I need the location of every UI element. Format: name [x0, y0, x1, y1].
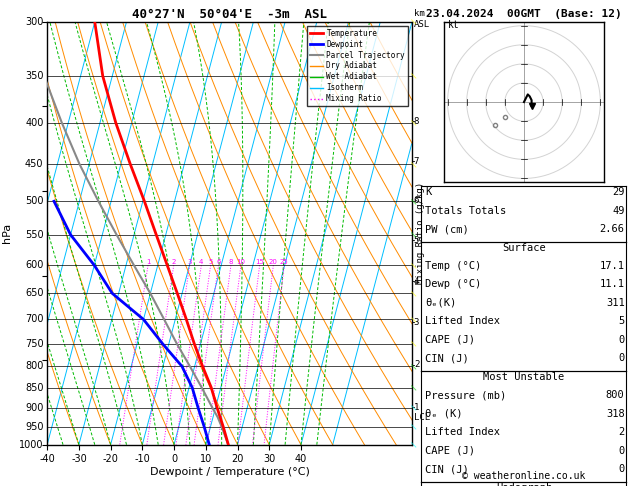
Text: |: | — [410, 198, 416, 205]
Text: 950: 950 — [25, 422, 43, 432]
Text: |: | — [410, 120, 416, 126]
Text: |: | — [410, 161, 416, 168]
Text: 0: 0 — [618, 335, 625, 345]
Text: 550: 550 — [25, 230, 43, 240]
Text: |: | — [410, 290, 416, 297]
Text: Lifted Index: Lifted Index — [425, 427, 500, 437]
Text: |: | — [410, 404, 416, 411]
Text: Mixing Ratio (g/kg): Mixing Ratio (g/kg) — [416, 182, 425, 284]
Text: 10: 10 — [237, 260, 245, 265]
Text: 4: 4 — [199, 260, 204, 265]
Text: 11.1: 11.1 — [599, 279, 625, 290]
Text: 850: 850 — [25, 382, 43, 393]
Text: 0: 0 — [618, 446, 625, 456]
Text: 1000: 1000 — [19, 440, 43, 450]
Text: © weatheronline.co.uk: © weatheronline.co.uk — [462, 471, 586, 481]
Text: 2: 2 — [618, 427, 625, 437]
Text: 1: 1 — [414, 403, 419, 412]
Text: 8: 8 — [414, 117, 419, 126]
Text: Dewp (°C): Dewp (°C) — [425, 279, 481, 290]
Text: CIN (J): CIN (J) — [425, 353, 469, 364]
Text: |: | — [410, 18, 416, 25]
Text: Most Unstable: Most Unstable — [483, 372, 565, 382]
Text: Totals Totals: Totals Totals — [425, 206, 506, 216]
Text: 0: 0 — [618, 353, 625, 364]
Text: CAPE (J): CAPE (J) — [425, 446, 475, 456]
Text: 800: 800 — [25, 361, 43, 371]
Text: |: | — [410, 262, 416, 269]
Text: |: | — [410, 231, 416, 238]
Text: |: | — [410, 363, 416, 370]
Text: 318: 318 — [606, 409, 625, 419]
Text: 6: 6 — [414, 196, 419, 205]
Text: Surface: Surface — [502, 243, 546, 253]
Text: 5: 5 — [618, 316, 625, 327]
Text: 5: 5 — [208, 260, 213, 265]
Text: 7: 7 — [414, 156, 419, 166]
Text: 3: 3 — [187, 260, 192, 265]
Text: θₑ(K): θₑ(K) — [425, 298, 457, 308]
Text: 5: 5 — [414, 236, 419, 245]
Text: Lifted Index: Lifted Index — [425, 316, 500, 327]
Text: 311: 311 — [606, 298, 625, 308]
Text: 17.1: 17.1 — [599, 261, 625, 271]
Text: 15: 15 — [255, 260, 264, 265]
Text: 3: 3 — [414, 318, 419, 327]
Text: |: | — [410, 73, 416, 79]
Text: Pressure (mb): Pressure (mb) — [425, 390, 506, 400]
Text: 450: 450 — [25, 159, 43, 169]
Text: 300: 300 — [25, 17, 43, 27]
Text: |: | — [410, 316, 416, 323]
Text: 750: 750 — [25, 339, 43, 348]
Text: 8: 8 — [229, 260, 233, 265]
Y-axis label: hPa: hPa — [3, 223, 13, 243]
Text: |: | — [410, 340, 416, 347]
Text: |: | — [410, 441, 416, 448]
Text: K: K — [425, 187, 431, 197]
Text: |: | — [410, 384, 416, 391]
Text: LCL: LCL — [414, 413, 430, 422]
Title: 40°27'N  50°04'E  -3m  ASL: 40°27'N 50°04'E -3m ASL — [132, 8, 327, 21]
Text: 0: 0 — [618, 464, 625, 474]
Text: CIN (J): CIN (J) — [425, 464, 469, 474]
Text: 29: 29 — [612, 187, 625, 197]
Text: 20: 20 — [269, 260, 278, 265]
Text: Hodograph: Hodograph — [496, 483, 552, 486]
Text: 1: 1 — [146, 260, 150, 265]
Text: 600: 600 — [25, 260, 43, 270]
Text: 2: 2 — [414, 360, 419, 369]
Text: Temp (°C): Temp (°C) — [425, 261, 481, 271]
Text: θₑ (K): θₑ (K) — [425, 409, 463, 419]
Text: 900: 900 — [25, 403, 43, 413]
Text: kt: kt — [448, 19, 459, 30]
Text: km
ASL: km ASL — [414, 9, 430, 29]
Text: 400: 400 — [25, 118, 43, 128]
Text: 4: 4 — [414, 277, 419, 286]
Text: 6: 6 — [216, 260, 221, 265]
Text: |: | — [410, 423, 416, 430]
Text: 500: 500 — [25, 196, 43, 206]
Text: 350: 350 — [25, 71, 43, 81]
Text: 23.04.2024  00GMT  (Base: 12): 23.04.2024 00GMT (Base: 12) — [426, 9, 622, 19]
X-axis label: Dewpoint / Temperature (°C): Dewpoint / Temperature (°C) — [150, 467, 309, 477]
Text: 2.66: 2.66 — [599, 224, 625, 234]
Text: PW (cm): PW (cm) — [425, 224, 469, 234]
Legend: Temperature, Dewpoint, Parcel Trajectory, Dry Adiabat, Wet Adiabat, Isotherm, Mi: Temperature, Dewpoint, Parcel Trajectory… — [306, 26, 408, 106]
Text: 700: 700 — [25, 314, 43, 325]
Text: 800: 800 — [606, 390, 625, 400]
Text: 49: 49 — [612, 206, 625, 216]
Text: 2: 2 — [172, 260, 176, 265]
Text: 650: 650 — [25, 288, 43, 298]
Text: CAPE (J): CAPE (J) — [425, 335, 475, 345]
Text: 25: 25 — [280, 260, 289, 265]
